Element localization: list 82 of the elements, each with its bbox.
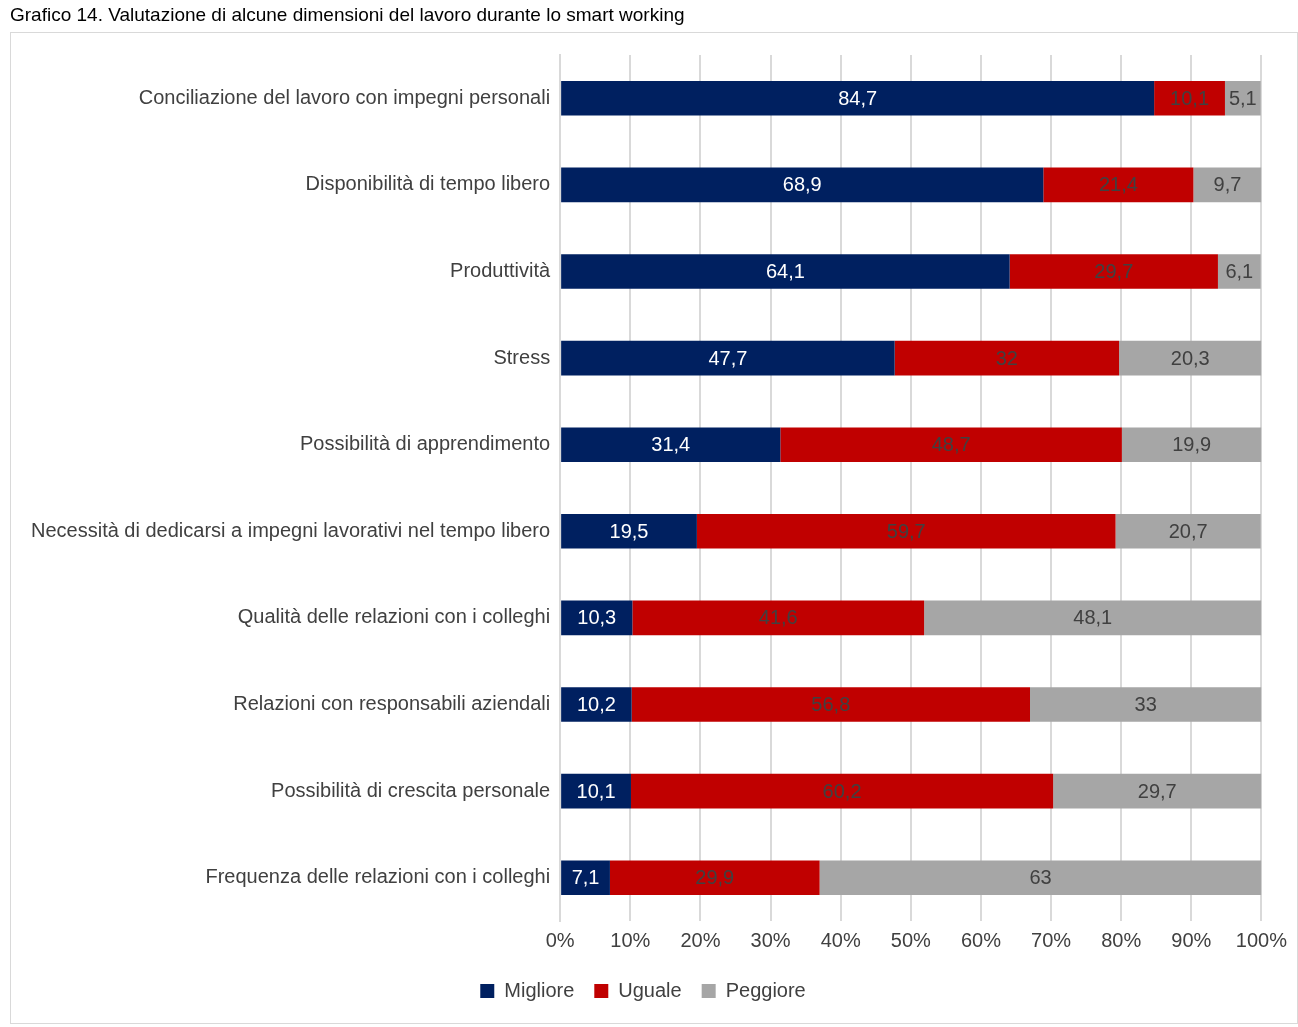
x-tick-label: 20%	[680, 928, 721, 951]
data-label: 10,1	[1170, 86, 1210, 109]
y-tick-label: Necessità di dedicarsi a impegni lavorativi nel tempo libero	[31, 518, 551, 541]
x-tick-label: 50%	[890, 928, 932, 951]
data-label: 10,2	[576, 693, 616, 716]
bar	[1217, 254, 1261, 289]
bar	[630, 773, 1054, 809]
x-tick-label: 60%	[960, 928, 1002, 951]
data-label: 48,7	[931, 433, 971, 456]
data-label: 29,9	[695, 866, 735, 889]
y-tick-label: Relazioni con responsabili aziendali	[233, 692, 551, 715]
data-label: 41,6	[758, 606, 798, 629]
y-tick-label: Produttività	[450, 259, 551, 282]
bar	[561, 254, 1010, 289]
bar	[1115, 513, 1261, 549]
x-tick-label: 70%	[1031, 928, 1072, 951]
data-label: 7,1	[571, 866, 600, 889]
text: Grafico 14. Valutazione di alcune dimensioni del lavoro durante lo smart working	[9, 3, 686, 27]
bar	[819, 860, 1262, 896]
data-label: 10,1	[576, 779, 616, 802]
bar	[1154, 80, 1225, 116]
bar	[561, 340, 895, 376]
data-label: 29,7	[1137, 779, 1177, 802]
bar	[561, 860, 610, 896]
legend-label: Uguale	[618, 978, 682, 1001]
data-label: 56,8	[811, 693, 851, 716]
x-tick-label: 40%	[820, 928, 861, 951]
bar	[561, 427, 781, 463]
bar	[1053, 773, 1262, 809]
bar	[631, 687, 1030, 722]
y-tick-label: Disponibilità di tempo libero	[305, 172, 551, 195]
x-tick-label: 80%	[1101, 928, 1142, 951]
data-label: 29,7	[1094, 260, 1134, 283]
data-label: 63	[1029, 866, 1052, 889]
bar	[632, 600, 925, 636]
bar	[561, 513, 697, 549]
legend-label: Peggiore	[725, 978, 806, 1001]
bar	[1030, 687, 1262, 722]
x-tick-label: 0%	[545, 928, 575, 951]
y-tick-label: Stress	[493, 345, 551, 368]
bar	[1121, 427, 1262, 463]
data-label: 19,9	[1172, 433, 1212, 456]
data-label: 59,7	[886, 519, 926, 542]
data-label: 64,1	[765, 260, 805, 283]
data-label: 9,7	[1213, 173, 1242, 196]
data-label: 31,4	[651, 433, 691, 456]
bar	[1043, 167, 1194, 203]
bar	[609, 860, 820, 896]
x-tick-label: 30%	[750, 928, 791, 951]
data-label: 48,1	[1073, 606, 1113, 629]
data-label: 19,5	[609, 519, 649, 542]
data-label: 68,9	[782, 173, 822, 196]
x-tick-label: 90%	[1171, 928, 1212, 951]
bar	[1193, 167, 1262, 203]
data-label: 5,1	[1228, 86, 1257, 109]
data-label: 47,7	[708, 346, 748, 369]
data-label: 60,2	[822, 779, 862, 802]
data-label: 21,4	[1098, 173, 1138, 196]
data-label: 6,1	[1225, 260, 1254, 283]
data-label: 84,7	[838, 86, 878, 109]
bar	[1119, 340, 1262, 376]
bar	[561, 687, 632, 722]
bar	[924, 600, 1262, 636]
bar	[561, 167, 1044, 203]
bar	[894, 340, 1120, 376]
y-tick-label: Qualità delle relazioni con i colleghi	[237, 605, 551, 628]
bar	[561, 80, 1155, 116]
y-tick-label: Possibilità di apprendimento	[299, 432, 551, 455]
y-tick-label: Frequenza delle relazioni con i colleghi	[205, 865, 551, 888]
data-label: 33	[1134, 693, 1157, 716]
bar	[780, 427, 1122, 463]
bar	[1009, 254, 1218, 289]
bar	[696, 513, 1116, 549]
y-tick-label: Possibilità di crescita personale	[271, 778, 551, 801]
data-label: 32	[995, 346, 1018, 369]
data-label: 10,3	[577, 606, 617, 629]
data-label: 20,3	[1170, 346, 1210, 369]
x-tick-label: 100%	[1235, 928, 1288, 951]
x-tick-label: 10%	[610, 928, 651, 951]
data-label: 20,7	[1168, 519, 1208, 542]
y-tick-label: Conciliazione del lavoro con impegni personali	[138, 85, 551, 108]
legend-label: Migliore	[504, 978, 575, 1001]
